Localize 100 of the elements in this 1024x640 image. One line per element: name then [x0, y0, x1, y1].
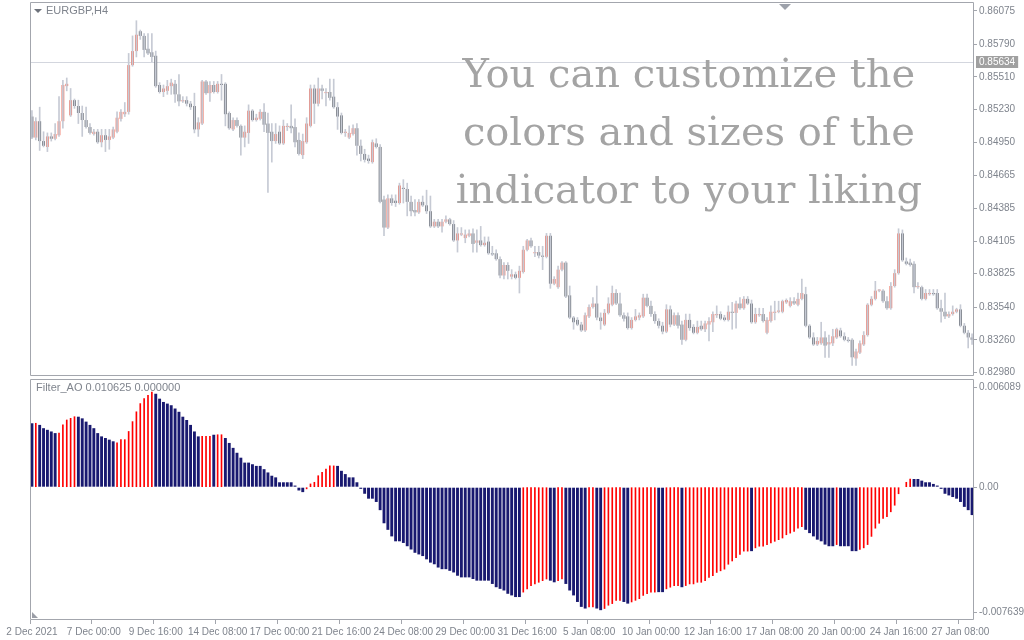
bar: [165, 403, 169, 487]
bar: [367, 487, 370, 499]
bar: [846, 487, 850, 547]
bar: [819, 487, 823, 542]
bar: [266, 472, 270, 487]
x-tick-label: 24 Jan 16:00: [869, 625, 928, 637]
x-tick-label: 12 Jan 16:00: [683, 625, 743, 637]
bar: [839, 487, 842, 547]
bar: [966, 487, 970, 511]
bar: [680, 487, 684, 588]
y-tick-label: 0.85230: [979, 103, 1016, 115]
bar: [281, 482, 285, 487]
bar: [92, 428, 96, 487]
bar: [370, 487, 374, 499]
bar: [336, 465, 340, 487]
bar: [962, 487, 966, 507]
bar: [475, 487, 479, 581]
bar: [270, 475, 274, 487]
bar: [162, 401, 165, 487]
chart-title: Filter_AO 0.010625 0.000000: [36, 381, 181, 394]
x-tick-label: 5 Jan 08:00: [562, 625, 616, 637]
ref-line-label: 0.85634: [979, 55, 1016, 67]
bar: [831, 487, 835, 547]
bar: [514, 487, 517, 598]
x-tick-label: 29 Dec 00:00: [435, 625, 496, 637]
x-tick-label: 21 Dec 16:00: [311, 625, 372, 637]
x-tick-label: 14 Dec 08:00: [187, 625, 248, 637]
bar: [227, 442, 231, 487]
y-tick-label: 0.84665: [979, 169, 1016, 181]
bar: [452, 487, 456, 573]
bar: [154, 393, 158, 487]
y-tick-label: 0.83260: [979, 333, 1016, 345]
bar: [456, 487, 459, 576]
y-tick-label: 0.82980: [979, 366, 1016, 378]
bar: [479, 487, 483, 581]
bar: [750, 487, 753, 552]
bar: [459, 487, 463, 578]
bar: [490, 487, 494, 584]
x-tick-label: 10 Jan 00:00: [622, 625, 681, 637]
bar: [657, 487, 661, 593]
bar: [823, 487, 827, 545]
bar: [181, 416, 185, 487]
bar: [417, 487, 421, 555]
bar: [850, 487, 854, 552]
bar: [223, 438, 227, 487]
bar: [390, 487, 394, 537]
bar: [274, 477, 278, 487]
chart-title: EURGBP,H4: [46, 4, 109, 17]
y-tick-label: 0.83540: [979, 300, 1016, 312]
bar: [53, 433, 57, 487]
bar: [301, 487, 305, 493]
bar: [842, 487, 846, 547]
bar: [517, 487, 521, 598]
bar: [951, 487, 955, 498]
y-tick-label: 0.006089: [979, 381, 1022, 393]
bar: [568, 487, 572, 591]
bar: [506, 487, 510, 594]
bar: [409, 487, 413, 550]
bar: [494, 487, 498, 588]
bar: [103, 438, 107, 487]
bar: [436, 487, 440, 568]
bar: [428, 487, 432, 563]
y-tick-label: 0.85510: [979, 70, 1016, 82]
bar: [448, 487, 452, 571]
bar: [548, 487, 552, 581]
bar: [254, 465, 258, 487]
bar: [811, 487, 815, 537]
bar: [239, 457, 243, 487]
y-tick-label: 0.86075: [979, 4, 1016, 16]
bar: [916, 479, 920, 487]
bar: [84, 421, 88, 487]
bar: [661, 487, 665, 593]
bar: [483, 487, 487, 581]
bar: [45, 429, 49, 487]
bar: [487, 487, 490, 581]
bar: [552, 487, 556, 583]
x-tick-label: 27 Jan 08:00: [931, 625, 990, 637]
y-tick-label: 0.84385: [979, 202, 1016, 214]
bar: [243, 462, 247, 487]
x-tick-label: 7 Dec 00:00: [66, 625, 122, 637]
bar: [599, 487, 603, 611]
bar: [339, 470, 343, 487]
bar: [262, 469, 266, 487]
bar: [579, 487, 583, 607]
bar: [107, 439, 111, 487]
bar: [76, 416, 80, 487]
x-tick-label: 9 Dec 16:00: [128, 625, 184, 637]
bar: [595, 487, 599, 609]
bar: [158, 398, 162, 487]
bar: [920, 480, 924, 487]
bar: [955, 487, 959, 499]
bar: [247, 462, 251, 487]
bar: [258, 465, 262, 487]
bar: [189, 424, 193, 487]
bar: [351, 477, 355, 487]
bar: [924, 482, 928, 487]
bar: [626, 487, 630, 604]
bar: [405, 487, 409, 547]
bar: [38, 424, 42, 487]
bar: [251, 464, 254, 487]
